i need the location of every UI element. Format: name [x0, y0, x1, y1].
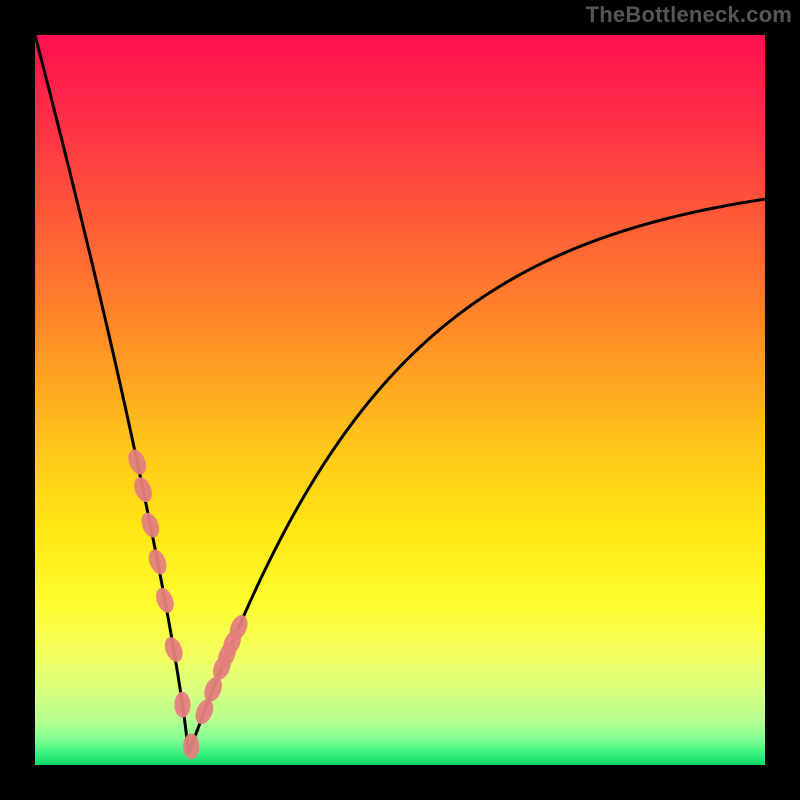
plot-area — [35, 35, 765, 765]
chart-container: TheBottleneck.com — [0, 0, 800, 800]
gradient-background — [35, 35, 765, 765]
watermark-text: TheBottleneck.com — [586, 2, 792, 28]
